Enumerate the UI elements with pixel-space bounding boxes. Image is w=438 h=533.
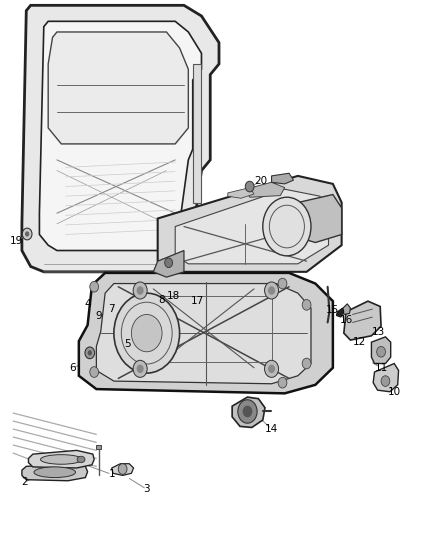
Text: 14: 14: [265, 424, 278, 434]
Text: 17: 17: [191, 296, 204, 306]
Polygon shape: [373, 364, 399, 392]
Circle shape: [268, 365, 275, 373]
Text: 3: 3: [143, 484, 150, 494]
Text: 10: 10: [388, 387, 401, 397]
Polygon shape: [112, 464, 134, 475]
Circle shape: [90, 367, 99, 377]
Polygon shape: [344, 301, 381, 340]
Polygon shape: [245, 182, 285, 197]
Text: 12: 12: [353, 337, 366, 347]
Text: 6: 6: [69, 363, 76, 373]
Circle shape: [165, 258, 173, 268]
Text: 7: 7: [108, 304, 115, 314]
Text: 13: 13: [372, 327, 385, 336]
Circle shape: [245, 181, 254, 192]
Circle shape: [114, 293, 180, 373]
Text: 9: 9: [95, 311, 102, 320]
Text: 5: 5: [124, 339, 131, 349]
Circle shape: [25, 231, 29, 237]
Text: 16: 16: [339, 315, 353, 325]
Text: 8: 8: [159, 295, 166, 304]
Circle shape: [238, 400, 257, 423]
Circle shape: [133, 282, 147, 299]
Polygon shape: [96, 284, 311, 384]
Polygon shape: [193, 64, 201, 203]
Text: 18: 18: [166, 291, 180, 301]
Circle shape: [90, 281, 99, 292]
Polygon shape: [228, 188, 254, 198]
Ellipse shape: [41, 455, 82, 464]
Text: 20: 20: [254, 176, 267, 186]
Polygon shape: [371, 337, 391, 364]
Text: 4: 4: [84, 299, 91, 309]
Circle shape: [133, 360, 147, 377]
Circle shape: [85, 347, 95, 359]
Polygon shape: [48, 32, 188, 144]
Text: 2: 2: [21, 478, 28, 487]
Circle shape: [265, 282, 279, 299]
Circle shape: [263, 197, 311, 256]
Circle shape: [302, 300, 311, 310]
Ellipse shape: [34, 467, 76, 478]
Polygon shape: [298, 195, 342, 243]
Polygon shape: [272, 173, 293, 184]
Circle shape: [131, 314, 162, 352]
Text: 11: 11: [374, 363, 388, 373]
Polygon shape: [175, 189, 328, 264]
Text: 15: 15: [326, 305, 339, 315]
Polygon shape: [336, 308, 344, 317]
Circle shape: [118, 464, 127, 474]
Circle shape: [265, 360, 279, 377]
Polygon shape: [22, 5, 219, 272]
Circle shape: [377, 346, 385, 357]
Circle shape: [278, 278, 287, 289]
Circle shape: [137, 365, 144, 373]
Text: 1: 1: [108, 470, 115, 479]
Circle shape: [268, 286, 275, 295]
Polygon shape: [96, 445, 101, 449]
Circle shape: [381, 376, 390, 386]
Polygon shape: [28, 450, 94, 468]
Circle shape: [22, 228, 32, 240]
Polygon shape: [343, 304, 350, 314]
Circle shape: [88, 350, 92, 356]
Circle shape: [302, 358, 311, 369]
Text: 19: 19: [10, 236, 23, 246]
Circle shape: [278, 377, 287, 388]
Polygon shape: [232, 397, 265, 427]
Circle shape: [243, 406, 252, 417]
Polygon shape: [39, 21, 201, 251]
Polygon shape: [22, 464, 88, 481]
Polygon shape: [153, 251, 184, 277]
Polygon shape: [79, 273, 333, 393]
Circle shape: [137, 286, 144, 295]
Ellipse shape: [77, 456, 85, 463]
Polygon shape: [158, 176, 342, 272]
